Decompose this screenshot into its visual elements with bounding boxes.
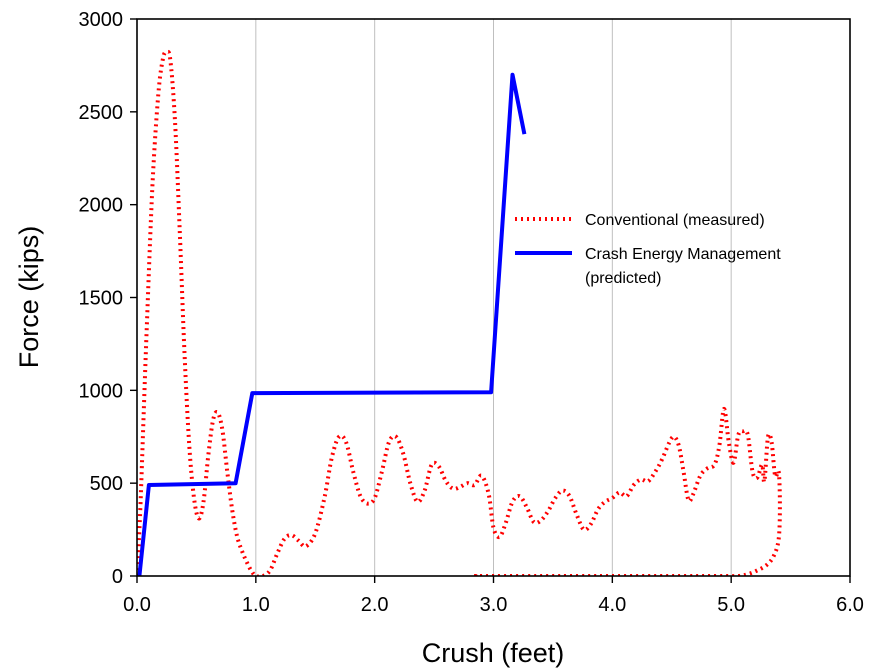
- legend: Conventional (measured) Crash Energy Man…: [515, 212, 781, 287]
- tick-marks: [130, 18, 851, 583]
- series-line-crash-energy-management: [137, 72, 527, 576]
- x-tick-label: 6.0: [836, 594, 864, 616]
- x-tick-label: 1.0: [242, 594, 270, 616]
- y-tick-label: 2500: [79, 102, 124, 124]
- x-tick-labels: 0.0 1.0 2.0 3.0 4.0 5.0 6.0: [123, 594, 864, 616]
- series-layer: [137, 49, 782, 576]
- y-tick-label: 500: [90, 473, 123, 495]
- y-tick-label: 3000: [79, 9, 124, 31]
- y-tick-label: 1000: [79, 380, 124, 402]
- x-tick-label: 0.0: [123, 594, 151, 616]
- x-tick-label: 2.0: [361, 594, 389, 616]
- y-tick-label: 1500: [79, 288, 124, 310]
- x-tick-label: 3.0: [480, 594, 508, 616]
- x-tick-label: 5.0: [717, 594, 745, 616]
- gridlines: [255, 19, 732, 576]
- y-tick-label: 2000: [79, 195, 124, 217]
- legend-label-cem-line2: (predicted): [585, 270, 661, 287]
- y-tick-labels: 0 500 1000 1500 2000 2500 3000: [79, 9, 124, 588]
- legend-label-cem: Crash Energy Management: [585, 246, 781, 263]
- y-tick-label: 0: [112, 566, 123, 588]
- legend-label-conventional: Conventional (measured): [585, 212, 765, 229]
- x-tick-label: 4.0: [598, 594, 626, 616]
- y-axis-title: Force (kips): [14, 226, 44, 369]
- x-axis-title: Crush (feet): [422, 638, 565, 668]
